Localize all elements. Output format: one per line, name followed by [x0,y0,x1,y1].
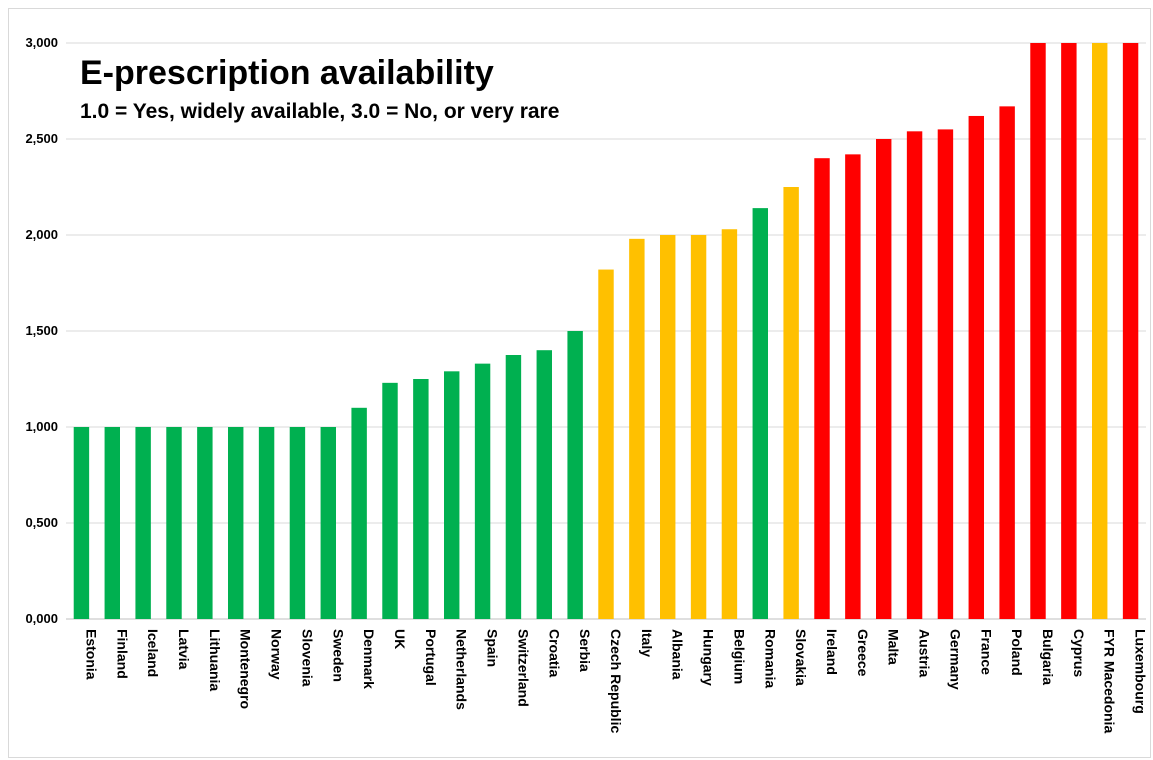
x-tick-label: Netherlands [454,629,470,710]
x-tick-label: Portugal [423,629,439,686]
bar [382,382,398,619]
bar [1030,43,1046,619]
bar [289,427,306,619]
y-tick-label: 3,000 [25,35,58,50]
x-tick-label: France [978,629,994,675]
x-tick-label: Bulgaria [1040,629,1056,685]
bar [104,427,120,619]
bar [721,229,738,620]
bar [968,115,984,620]
x-tick-label: Luxembourg [1133,629,1149,714]
bar [999,106,1015,620]
x-tick-label: Croatia [546,629,562,677]
bar [814,158,830,619]
x-tick-label: Finland [114,629,130,679]
bar [320,427,336,619]
bar [505,355,522,619]
bar [1092,43,1108,619]
x-tick-label: Czech Republic [608,629,624,733]
x-tick-label: Switzerland [515,629,531,707]
x-tick-label: Germany [947,629,963,690]
bar [228,427,244,619]
bar [876,139,892,619]
x-tick-label: Estonia [83,629,99,680]
x-tick-label: Albania [670,629,686,680]
x-tick-label: Austria [917,629,933,677]
bar [906,131,923,619]
y-tick-label: 0,500 [25,515,58,530]
bar [73,427,90,619]
bar [197,427,213,619]
bar [474,363,491,619]
chart-title: E-prescription availability [80,54,494,92]
x-tick-label: Cyprus [1071,629,1087,677]
x-tick-label: Sweden [330,629,346,682]
x-tick-label: Slovakia [793,629,809,686]
x-tick-label: Lithuania [207,629,223,691]
bar [629,238,645,619]
bar [413,379,429,619]
bar [536,350,552,619]
x-tick-label: Serbia [577,629,593,672]
bar [845,154,861,620]
x-tick-label: Spain [485,629,501,667]
x-tick-label: Romania [762,629,778,688]
bar [351,407,367,619]
x-tick-label: Italy [639,629,655,657]
x-tick-label: Greece [855,629,871,677]
x-tick-label: Latvia [176,629,192,670]
x-tick-label: Montenegro [238,629,254,709]
x-tick-label: Iceland [145,629,161,677]
x-tick-label: Ireland [824,629,840,675]
bar [1061,43,1077,619]
x-tick-label: Denmark [361,629,377,689]
x-tick-label: Poland [1009,629,1025,676]
x-tick-label: UK [392,629,408,649]
bar [937,129,954,619]
x-tick-label: Belgium [731,629,747,684]
bar [752,208,768,619]
bar [690,235,707,619]
x-tick-label: Hungary [701,629,717,686]
y-tick-label: 1,500 [25,323,58,338]
bar [166,427,182,619]
bar [660,235,676,619]
x-tick-label: Malta [886,629,902,665]
bar [258,427,275,619]
bar [444,371,460,619]
chart-subtitle: 1.0 = Yes, widely available, 3.0 = No, o… [80,100,560,123]
bar [135,427,151,619]
y-tick-label: 0,000 [25,611,58,626]
bar [598,269,614,619]
bar [1122,43,1139,619]
bar [567,331,583,619]
bar [783,187,799,619]
y-tick-label: 2,000 [25,227,58,242]
y-tick-label: 2,500 [25,131,58,146]
y-tick-label: 1,000 [25,419,58,434]
x-tick-label: Norway [269,629,285,680]
x-tick-label: Slovenia [299,629,315,687]
x-tick-label: FYR Macedonia [1102,629,1118,733]
